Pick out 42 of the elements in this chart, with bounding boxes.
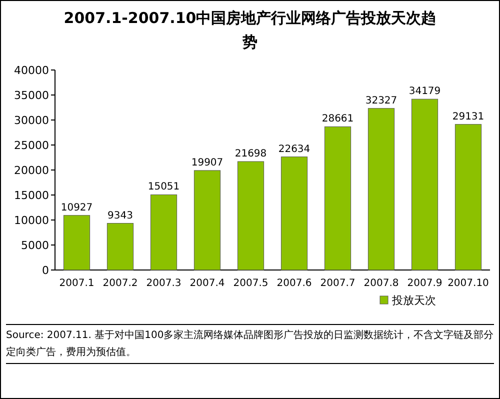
y-tick-label: 25000 <box>14 139 49 152</box>
y-tick-label: 20000 <box>14 164 49 177</box>
bar <box>150 194 178 270</box>
data-label: 9343 <box>108 210 133 222</box>
bar <box>454 124 482 270</box>
bar <box>324 126 352 270</box>
chart-title: 2007.1-2007.10中国房地产行业网络广告投放天次趋势 <box>62 8 438 53</box>
y-tick-label: 0 <box>42 264 49 277</box>
x-tick-label: 2007.4 <box>190 278 225 289</box>
bar <box>237 161 264 270</box>
x-tick-label: 2007.5 <box>233 278 268 289</box>
y-tick-label: 10000 <box>14 214 49 227</box>
data-label: 19907 <box>191 157 224 168</box>
y-tick-label: 30000 <box>14 114 49 127</box>
bar <box>411 98 438 270</box>
legend-label: 投放天次 <box>391 294 436 307</box>
x-tick-label: 2007.10 <box>448 278 489 289</box>
bar <box>106 223 134 270</box>
data-label: 32327 <box>365 95 398 106</box>
data-label: 10927 <box>60 202 93 214</box>
x-tick-label: 2007.3 <box>146 278 182 289</box>
x-tick-label: 2007.9 <box>407 278 442 289</box>
data-label: 22634 <box>278 144 310 155</box>
data-label: 34179 <box>408 86 441 98</box>
bar <box>194 170 221 270</box>
x-tick-label: 2007.1 <box>59 278 94 289</box>
x-tick-label: 2007.6 <box>276 278 312 289</box>
bar <box>63 215 90 270</box>
x-tick-label: 2007.7 <box>320 278 356 289</box>
data-label: 15051 <box>148 182 180 193</box>
x-tick-label: 2007.8 <box>364 278 399 289</box>
bar <box>368 108 395 270</box>
data-label: 21698 <box>234 148 267 160</box>
source-note: Source: 2007.11. 基于对中国100多家主流网络媒体品牌图形广告投放的日监测数据统计，不含文字链及部分定向类广告，费用为预估值。 <box>6 327 494 361</box>
y-tick-label: 15000 <box>14 189 49 202</box>
data-label: 29131 <box>452 111 484 122</box>
data-label: 28661 <box>322 114 354 125</box>
y-tick-label: 40000 <box>14 64 49 77</box>
bar <box>280 156 308 270</box>
y-tick-label: 5000 <box>21 239 49 252</box>
x-tick-label: 2007.2 <box>102 278 138 289</box>
y-tick-label: 35000 <box>14 89 49 102</box>
